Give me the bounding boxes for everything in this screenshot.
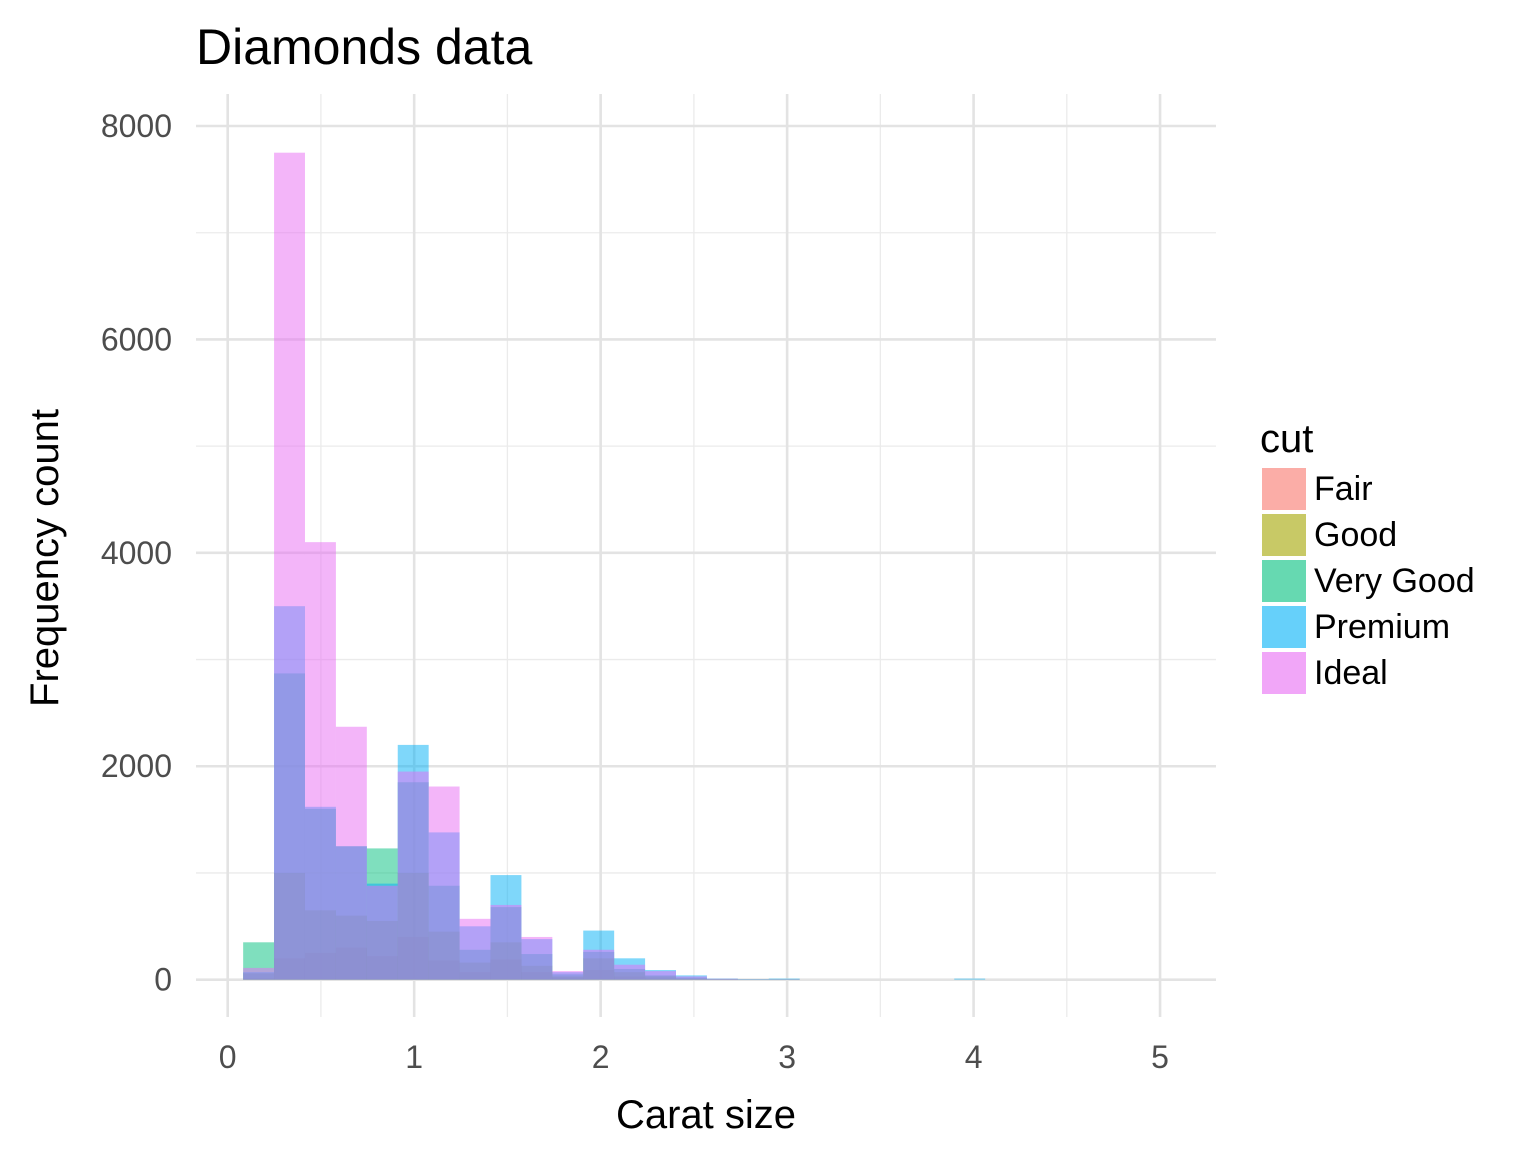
legend-label-fair: Fair <box>1314 470 1373 508</box>
bar-ideal <box>398 772 429 980</box>
axis-tick-labels: 0 1 2 3 4 5 0 2000 4000 6000 8000 <box>101 108 1169 1075</box>
x-tick-label: 2 <box>592 1039 610 1075</box>
bar-ideal <box>460 919 491 980</box>
bar-ideal <box>614 965 645 980</box>
legend: cut Fair Good Very Good Premium Ideal <box>1260 417 1475 694</box>
x-tick-label: 0 <box>219 1039 237 1075</box>
x-tick-label: 3 <box>778 1039 796 1075</box>
legend-label-premium: Premium <box>1314 608 1450 646</box>
bar-ideal <box>707 979 738 980</box>
chart-title: Diamonds data <box>196 19 532 75</box>
legend-key-fair <box>1262 468 1306 510</box>
x-tick-label: 4 <box>965 1039 983 1075</box>
y-axis-label: Frequency count <box>23 409 67 707</box>
bar-premium <box>954 979 985 980</box>
y-tick-label: 0 <box>154 962 172 998</box>
legend-key-very-good <box>1262 560 1306 602</box>
legend-label-good: Good <box>1314 516 1397 554</box>
legend-label-very-good: Very Good <box>1314 562 1475 600</box>
legend-key-ideal <box>1262 652 1306 694</box>
y-tick-label: 6000 <box>101 321 172 357</box>
bar-ideal <box>429 787 460 980</box>
legend-key-premium <box>1262 606 1306 648</box>
bar-ideal <box>583 950 614 980</box>
bar-ideal <box>521 937 552 980</box>
legend-key-good <box>1262 514 1306 556</box>
x-tick-label: 5 <box>1151 1039 1169 1075</box>
y-tick-label: 8000 <box>101 108 172 144</box>
y-tick-label: 2000 <box>101 748 172 784</box>
bar-ideal <box>490 905 521 980</box>
bar-ideal <box>676 976 707 979</box>
x-tick-label: 1 <box>405 1039 423 1075</box>
histogram-bars <box>243 153 985 980</box>
bar-ideal <box>305 542 336 979</box>
bar-ideal <box>645 971 676 980</box>
bar-ideal <box>367 886 398 980</box>
bar-ideal <box>274 153 305 980</box>
legend-title: cut <box>1260 417 1313 461</box>
y-tick-label: 4000 <box>101 535 172 571</box>
legend-items: Fair Good Very Good Premium Ideal <box>1262 468 1475 694</box>
legend-label-ideal: Ideal <box>1314 654 1388 692</box>
bar-ideal <box>552 971 583 980</box>
bar-ideal <box>336 727 367 980</box>
x-axis-label: Carat size <box>616 1093 796 1137</box>
bar-ideal <box>243 968 274 980</box>
